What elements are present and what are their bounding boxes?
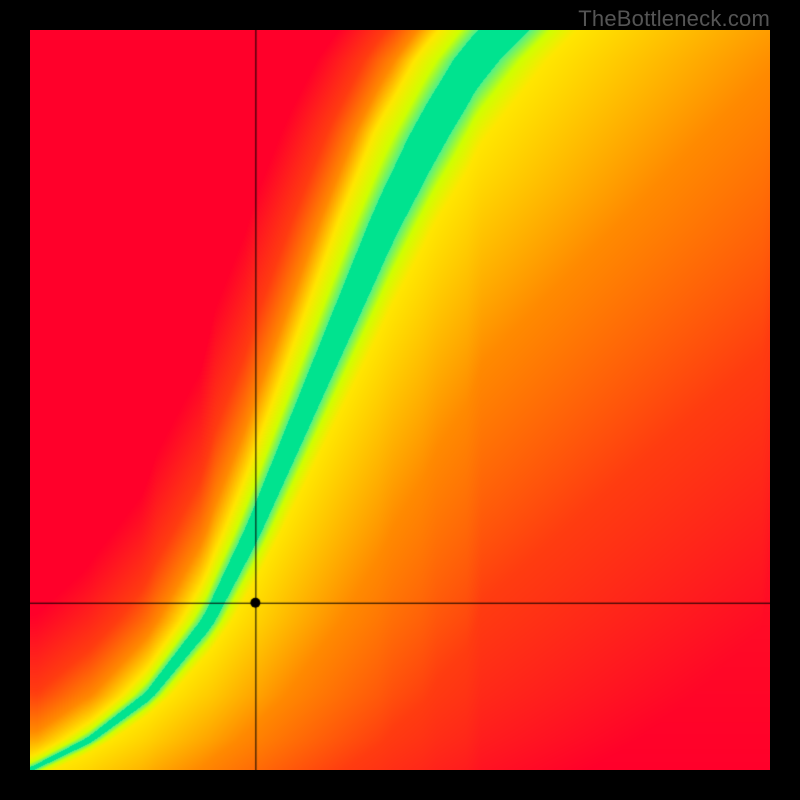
- heatmap-canvas: [30, 30, 770, 770]
- watermark-text: TheBottleneck.com: [578, 6, 770, 32]
- chart-container: TheBottleneck.com: [0, 0, 800, 800]
